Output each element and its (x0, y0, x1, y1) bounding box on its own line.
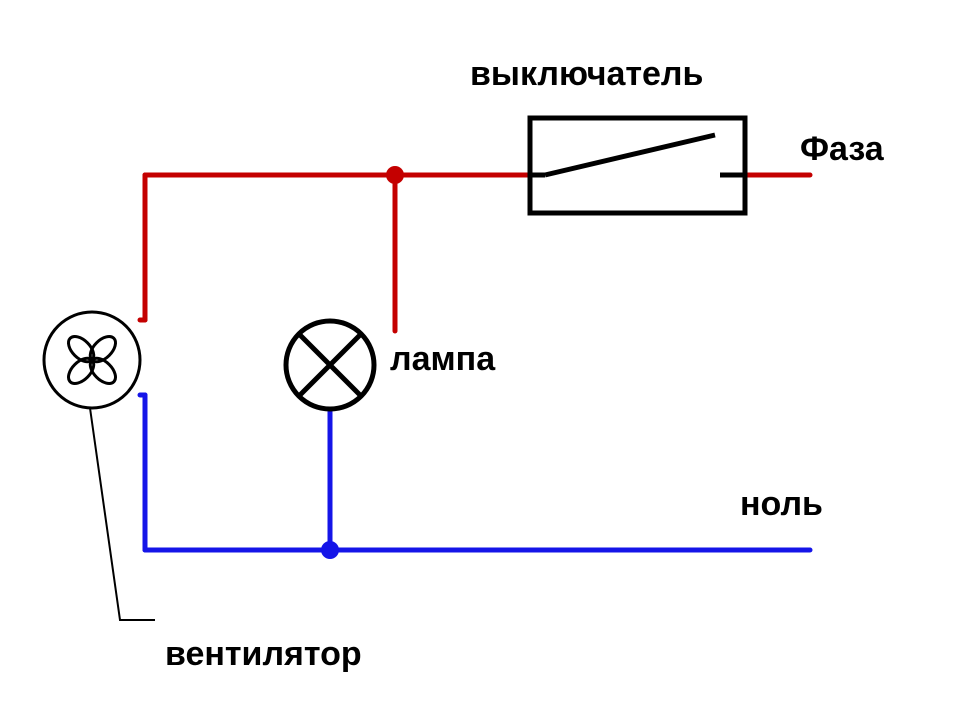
switch-symbol (530, 118, 745, 213)
neutral-wires (140, 395, 810, 550)
neutral-label: ноль (740, 485, 823, 523)
fan-label: вентилятор (165, 635, 362, 673)
lamp-label: лампа (390, 340, 496, 378)
phase-wires (140, 175, 810, 331)
fan-symbol (44, 312, 140, 408)
phase-label: Фаза (800, 130, 885, 168)
switch-label: выключатель (470, 55, 703, 93)
phase-junction-dot (386, 166, 404, 184)
neutral-junction-dot (321, 541, 339, 559)
lamp-symbol (286, 321, 374, 409)
